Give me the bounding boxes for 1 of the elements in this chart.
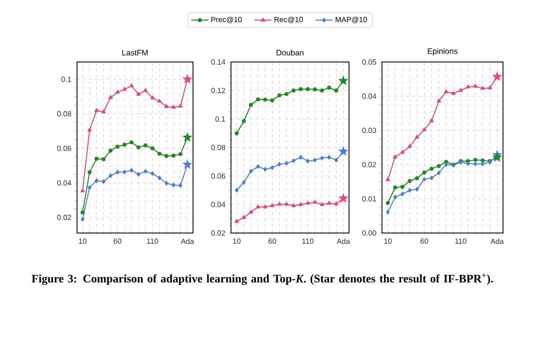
- text: Figure 3: Comparison of adaptive learning and Top-K. (Star denotes the result of IF-BPR$^{+}$).: [32, 274, 493, 285]
